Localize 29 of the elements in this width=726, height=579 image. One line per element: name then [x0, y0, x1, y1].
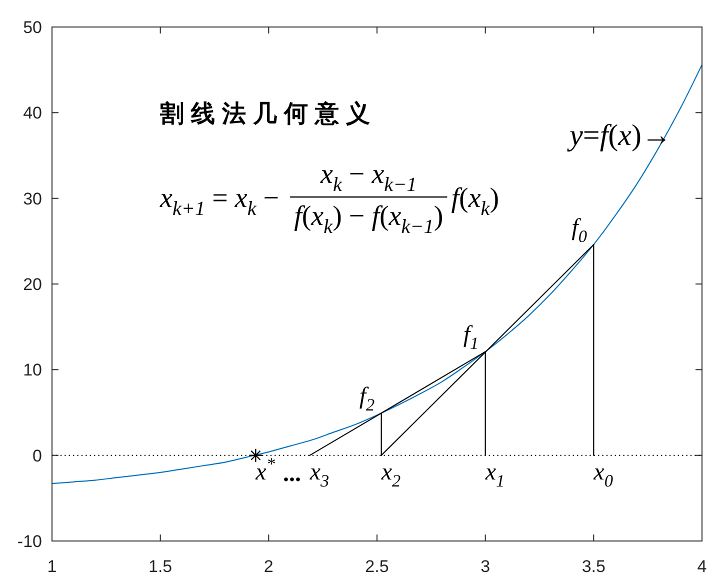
x-tick-label: 1.5	[148, 557, 172, 576]
annotation: f$_{2}$	[359, 384, 376, 415]
x-tick-label: 1	[47, 557, 57, 576]
annotation: x$_{2}$	[380, 460, 401, 491]
annotation: f(x$_{k}$)	[451, 183, 500, 220]
annotation: x$^{*}$	[254, 454, 276, 486]
text: f(x$_{k}$) − f(x$_{k−1}$)	[294, 201, 444, 238]
annotation: x$_{k}$ − x$_{k−1}$	[320, 159, 417, 196]
y-tick-label: 0	[32, 446, 42, 466]
text: 割线法几何意义	[159, 99, 377, 128]
annotation: f$_{1}$	[463, 322, 479, 354]
x-tick-label: 2.5	[365, 557, 389, 576]
y-tick-label: 10	[23, 360, 42, 380]
y-tick-label: -10	[17, 532, 42, 551]
y-tick-label: 50	[23, 18, 42, 37]
annotation: ...	[283, 461, 301, 487]
x-tick-label: 3	[480, 557, 490, 576]
y-tick-label: 40	[23, 104, 42, 123]
x-tick-label: 4	[697, 557, 707, 576]
annotation: x$_{1}$	[484, 460, 505, 491]
x-tick-label: 2	[264, 557, 274, 576]
annotation: x$_{3}$	[308, 460, 330, 491]
annotation: y=f(x)→	[566, 119, 672, 152]
annotation: x$_{0}$	[592, 460, 614, 491]
annotation: f$_{0}$	[572, 214, 588, 246]
y-tick-label: 30	[23, 189, 42, 208]
x-tick-label: 3.5	[582, 557, 606, 576]
y-tick-label: 20	[23, 274, 42, 294]
annotation: x$_{k+1}$ = x$_{k}$ −	[159, 183, 280, 220]
